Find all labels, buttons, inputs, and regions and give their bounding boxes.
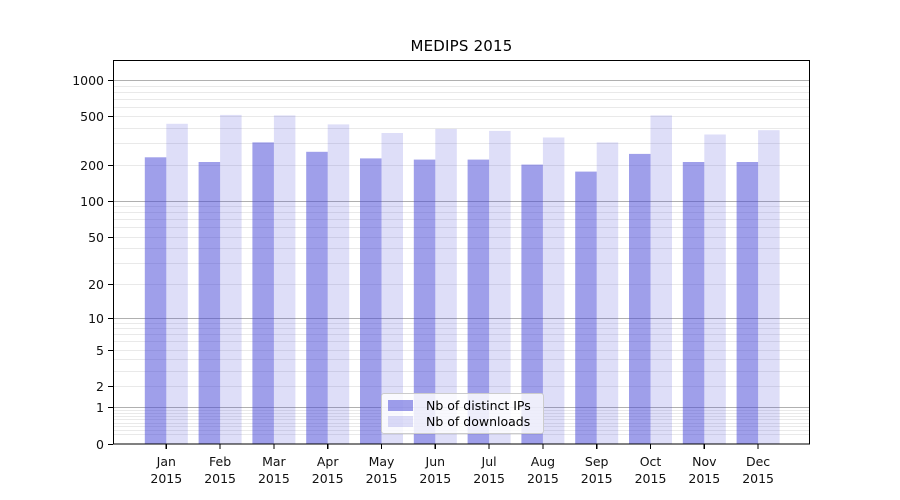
x-tick-label-year: 2015 (204, 471, 236, 486)
legend-item-distinct-ips: Nb of distinct IPs (388, 398, 535, 413)
legend-swatch-downloads (388, 416, 413, 427)
bar-feb-downloads (220, 114, 242, 445)
bar-aug-downloads (542, 137, 565, 444)
x-tick-label-month: Jun (425, 454, 446, 469)
x-tick-label-year: 2015 (742, 471, 774, 486)
bar-apr-downloads (327, 124, 350, 445)
y-tick-label: 1 (96, 400, 104, 415)
legend: Nb of distinct IPs Nb of downloads (381, 393, 544, 434)
bar-may-distinct-ips (360, 158, 382, 444)
x-tick-label-year: 2015 (581, 471, 613, 486)
x-tick-label-month: Feb (209, 454, 231, 469)
bar-sep-distinct-ips (575, 171, 597, 444)
x-tick-label-year: 2015 (312, 471, 344, 486)
x-tick-label-year: 2015 (150, 471, 182, 486)
x-tick-label-month: Jul (481, 454, 497, 469)
bar-nov-distinct-ips (682, 162, 705, 444)
bar-jan-downloads (166, 123, 188, 445)
x-tick-label-year: 2015 (366, 471, 398, 486)
y-tick-label: 0 (96, 437, 104, 452)
x-tick-label-month: Apr (317, 454, 339, 469)
x-tick-label-month: Oct (640, 454, 662, 469)
x-tick-label-month: Sep (585, 454, 609, 469)
x-tick-label-year: 2015 (419, 471, 451, 486)
legend-label-downloads: Nb of downloads (426, 414, 531, 429)
x-tick-label-year: 2015 (473, 471, 505, 486)
legend-swatch-distinct-ips (388, 400, 413, 411)
tick-labels: 0 1 2 5 10 20 50 100 200 500 1000 Jan 2015 Feb 2015 Mar… (72, 73, 774, 486)
bar-oct-distinct-ips (629, 153, 651, 444)
x-tick-label-year: 2015 (688, 471, 720, 486)
x-tick-label-month: Mar (262, 454, 286, 469)
bars (144, 114, 780, 445)
legend-label-distinct-ips: Nb of distinct IPs (426, 398, 531, 413)
bar-nov-downloads (704, 134, 726, 444)
legend-item-downloads: Nb of downloads (388, 414, 535, 429)
y-tick-label: 5 (96, 343, 104, 358)
y-tick-label: 200 (80, 158, 104, 173)
bar-mar-distinct-ips (252, 142, 274, 444)
chart-title: MEDIPS 2015 (410, 37, 513, 55)
bar-dec-distinct-ips (736, 162, 759, 444)
x-tick-label-month: May (369, 454, 395, 469)
bar-jun-distinct-ips (413, 159, 436, 444)
bar-dec-downloads (758, 130, 780, 444)
y-tick-label: 2 (96, 379, 104, 394)
bar-sep-downloads (596, 142, 619, 444)
bar-jun-downloads (435, 128, 457, 444)
y-tick-label: 1000 (72, 73, 104, 88)
axes (108, 59, 811, 449)
x-tick-label-year: 2015 (635, 471, 667, 486)
y-tick-label: 50 (88, 230, 104, 245)
x-tick-label-month: Dec (746, 454, 770, 469)
x-tick-label-month: Aug (531, 454, 555, 469)
bar-apr-distinct-ips (306, 151, 328, 445)
x-tick-label-year: 2015 (527, 471, 559, 486)
bar-oct-downloads (650, 115, 672, 445)
bar-jan-distinct-ips (144, 157, 167, 445)
y-tick-label: 100 (80, 194, 104, 209)
bar-aug-distinct-ips (521, 164, 543, 444)
y-tick-label: 20 (88, 277, 104, 292)
bar-jul-distinct-ips (467, 159, 490, 444)
plot-border (112, 59, 811, 445)
x-tick-label-year: 2015 (258, 471, 290, 486)
bar-may-downloads (381, 133, 403, 444)
bar-jul-downloads (489, 130, 511, 444)
x-tick-label-month: Jan (156, 454, 176, 469)
y-tick-label: 10 (88, 311, 104, 326)
bar-mar-downloads (273, 115, 296, 445)
x-tick-label-month: Nov (692, 454, 717, 469)
y-tick-label: 500 (80, 109, 104, 124)
bar-feb-distinct-ips (198, 162, 221, 444)
